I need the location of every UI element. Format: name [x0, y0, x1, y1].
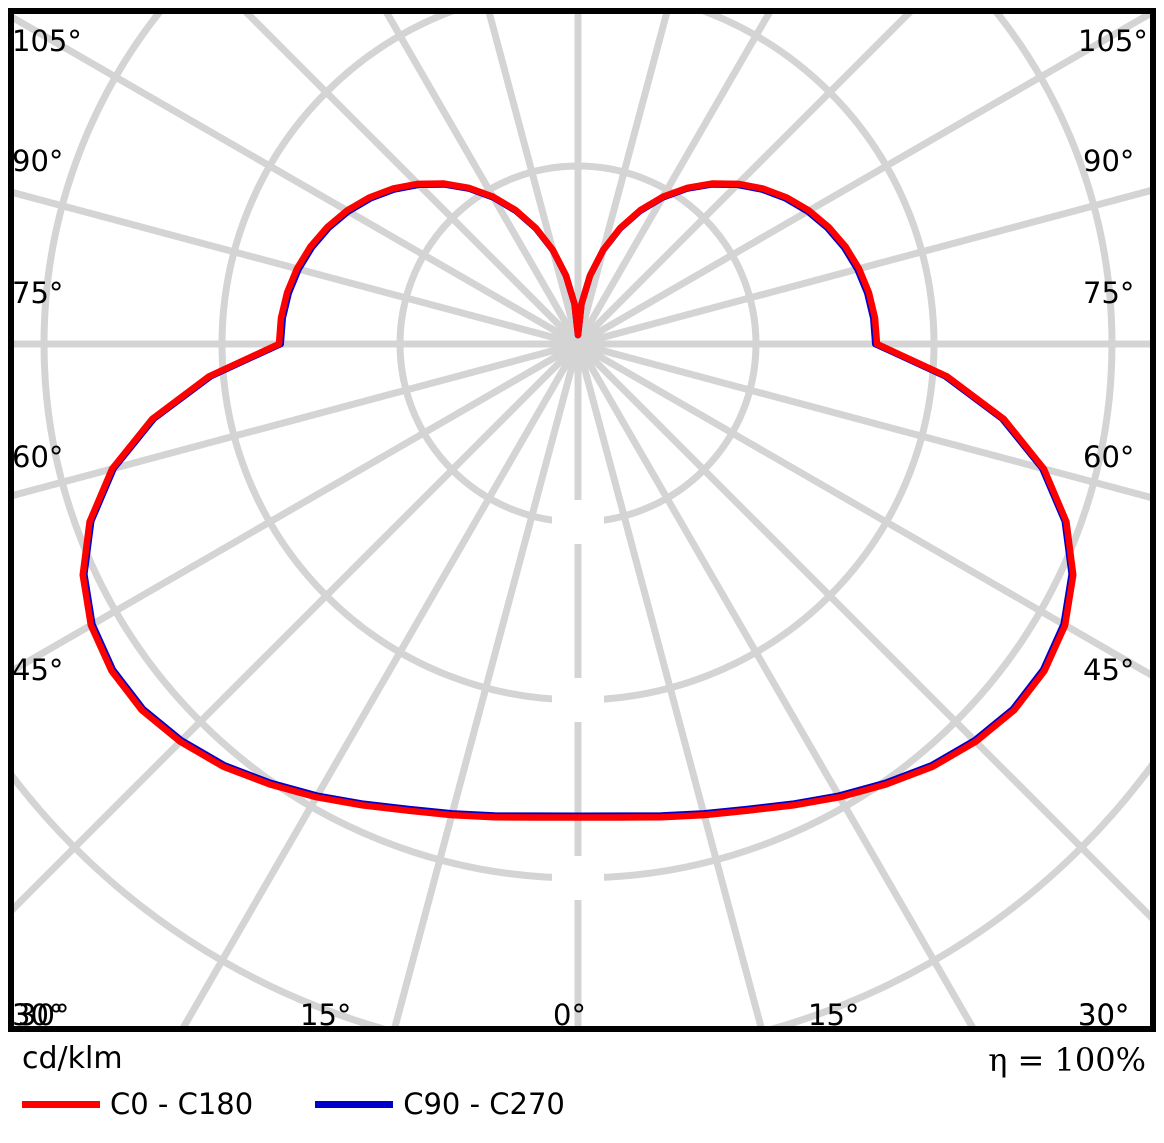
- angle-label-bottom-4: 30°: [1078, 998, 1130, 1032]
- legend-items: C0 - C180 C90 - C270: [22, 1090, 565, 1119]
- angle-label-right-4: 45°: [1083, 653, 1135, 687]
- legend-entry-2: C90 - C270: [315, 1090, 565, 1119]
- legend-entry-1: C0 - C180: [22, 1090, 253, 1119]
- polar-plot-canvas: [14, 14, 1150, 1026]
- angle-label-left-0: 105°: [12, 24, 82, 58]
- angle-label-right-2: 75°: [1083, 276, 1135, 310]
- angle-label-bottom-2: 0°: [553, 998, 586, 1032]
- angle-label-right-3: 60°: [1083, 440, 1135, 474]
- legend-color-swatch: [22, 1101, 100, 1108]
- angle-label-bottom-0: 30°: [18, 998, 70, 1032]
- angle-label-left-4: 45°: [12, 653, 64, 687]
- legend-label: C0 - C180: [110, 1087, 254, 1121]
- angle-label-right-5: 30°: [1078, 998, 1130, 1032]
- polar-plot-frame: [8, 8, 1156, 1032]
- angle-label-left-1: 90°: [12, 144, 64, 178]
- angle-label-bottom-1: 15°: [300, 998, 352, 1032]
- efficiency-label: η = 100%: [988, 1041, 1146, 1079]
- polar-grid: [14, 14, 1150, 1026]
- legend-color-swatch: [315, 1101, 394, 1108]
- angle-label-left-3: 60°: [12, 440, 64, 474]
- intensity-curves: [79, 180, 1077, 821]
- angle-label-right-1: 90°: [1083, 144, 1135, 178]
- legend-strip: cd/klm η = 100% C0 - C180 C90 - C270: [0, 1032, 1164, 1143]
- angle-label-bottom-3: 15°: [808, 998, 860, 1032]
- angle-label-left-5: 30°: [12, 998, 64, 1032]
- legend-label: C90 - C270: [403, 1087, 565, 1121]
- unit-label: cd/klm: [22, 1041, 123, 1076]
- angle-label-left-2: 75°: [12, 276, 64, 310]
- angle-label-right-0: 105°: [1078, 24, 1148, 58]
